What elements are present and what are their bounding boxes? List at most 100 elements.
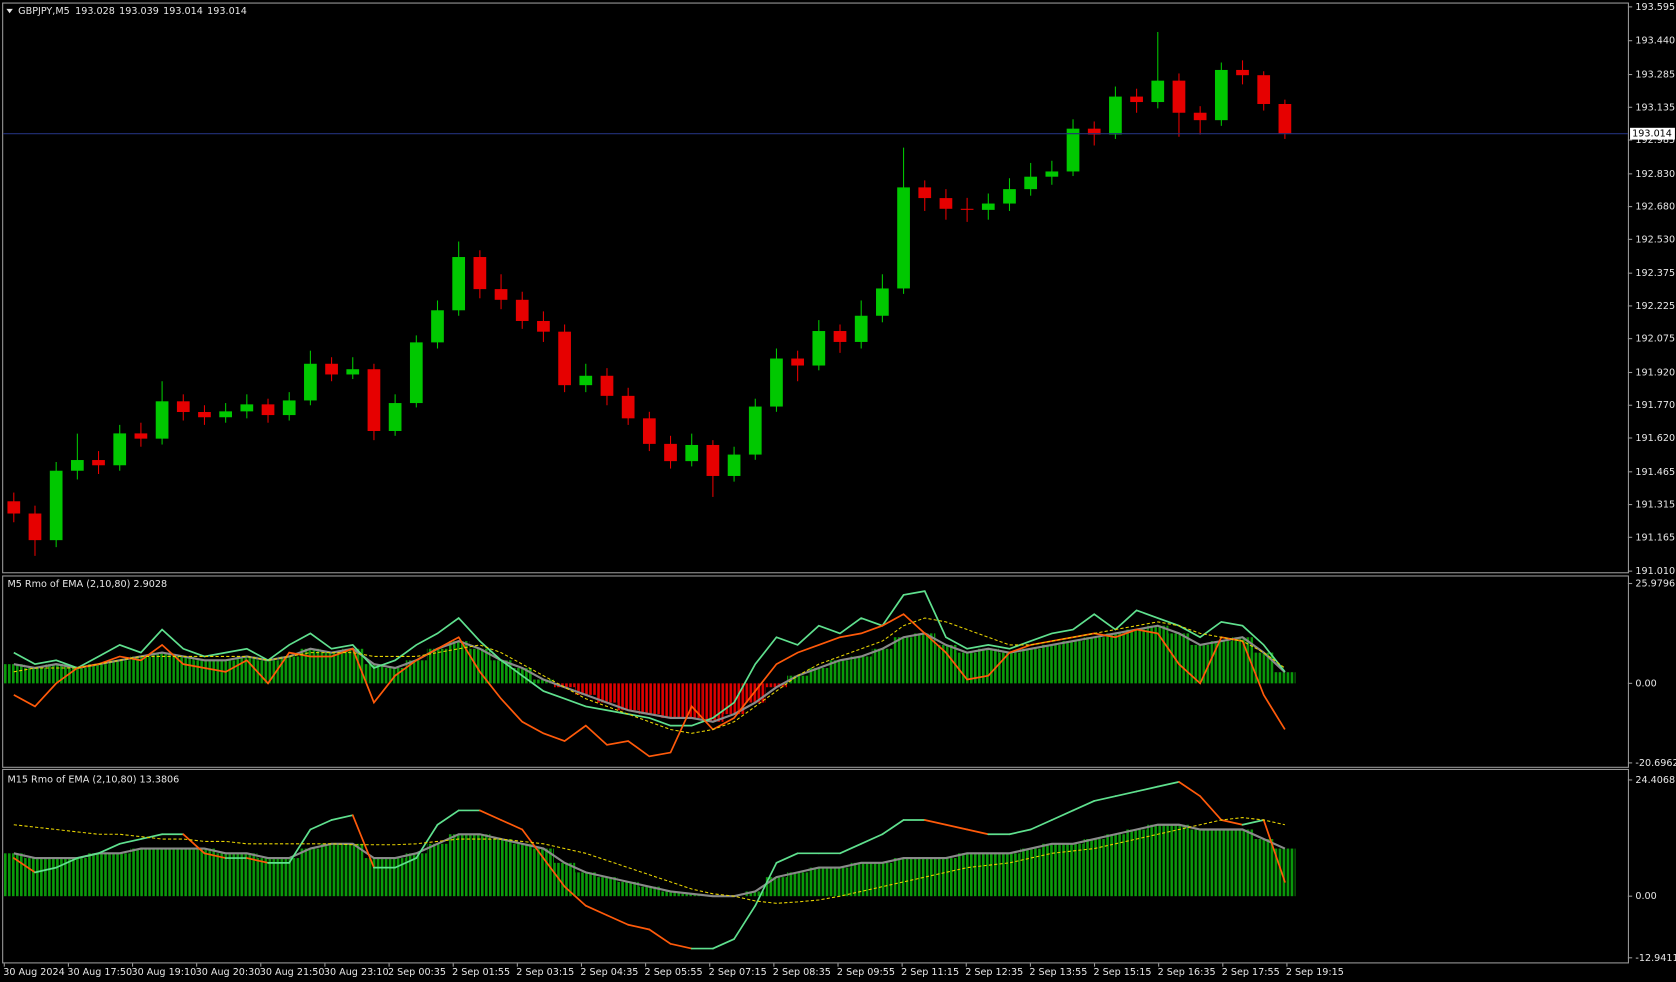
quote-open: 193.028 — [75, 6, 115, 17]
rmo-line-segment — [351, 814, 375, 869]
histogram-bar — [1062, 641, 1084, 684]
histogram-bar — [681, 683, 703, 718]
candle-body — [282, 400, 296, 416]
histogram-bar — [935, 644, 957, 684]
frames — [2, 2, 1629, 964]
histogram-bar — [871, 648, 893, 684]
histogram-bar — [744, 891, 766, 897]
rmo-line-segment — [97, 842, 121, 855]
histogram-bar — [892, 637, 915, 684]
rmo-line-segment — [1008, 828, 1032, 836]
rmo-line-segment — [923, 819, 947, 826]
current-price-label: 193.014 — [1632, 129, 1672, 140]
histogram-bar — [977, 648, 999, 684]
candle-body — [812, 331, 826, 366]
rmo-line-segment — [55, 857, 79, 869]
y-tick-label: 191.010 — [1635, 566, 1675, 577]
histogram-bar — [532, 679, 555, 684]
rmo-line-segment — [1135, 785, 1159, 793]
candle-body — [431, 310, 444, 343]
x-tick-label: 30 Aug 23:10 — [324, 967, 389, 978]
x-tick-label: 2 Sep 04:35 — [580, 967, 638, 978]
histogram-bar — [575, 683, 597, 695]
rmo-line-segment — [34, 866, 58, 874]
histogram-bar — [1147, 824, 1169, 897]
candle-body — [473, 257, 487, 290]
rmo-line-segment — [754, 861, 778, 907]
histogram-bar — [532, 848, 555, 897]
candle-body — [1278, 104, 1292, 134]
candle-body — [1130, 96, 1143, 103]
m5-title: M5 Rmo of EMA (2,10,80) 2.9028 — [7, 579, 167, 590]
histogram-bar — [426, 648, 449, 684]
rmo-line-segment — [648, 928, 672, 945]
histogram-bar — [617, 683, 639, 711]
histogram-bar — [659, 683, 682, 718]
candle-body — [304, 363, 317, 401]
candle-body — [1066, 128, 1080, 172]
histogram-bar — [1041, 644, 1063, 684]
candle-body — [833, 331, 847, 342]
candle-body — [92, 460, 105, 466]
y-tick-label: 192.075 — [1635, 334, 1675, 345]
rmo-line-segment — [203, 852, 227, 859]
candle-body — [1087, 128, 1101, 135]
candle-body — [452, 257, 466, 311]
rmo-line — [13, 590, 1286, 727]
x-tick-label: 2 Sep 00:35 — [388, 967, 446, 978]
y-tick-label: 192.530 — [1635, 234, 1675, 245]
quote-high: 193.039 — [119, 6, 159, 17]
histogram-bar — [659, 891, 682, 897]
candle-body — [155, 401, 169, 439]
rmo-line-segment — [1029, 819, 1053, 831]
histogram-bar — [808, 667, 830, 684]
histogram-bar — [405, 660, 427, 684]
candle-body — [134, 433, 148, 439]
menu-arrow[interactable] — [6, 8, 13, 14]
histogram-bar — [1189, 829, 1211, 897]
y-tick-label: 191.920 — [1635, 368, 1675, 379]
candle-body — [600, 375, 614, 396]
x-tick-label: 30 Aug 19:10 — [131, 967, 196, 978]
symbol: GBPJPY,M5 — [18, 6, 70, 17]
candle-body — [748, 406, 762, 455]
histogram-bar — [1231, 637, 1254, 684]
rmo-line-segment — [245, 857, 269, 864]
histogram-bar — [469, 648, 491, 684]
histogram-bar — [1041, 843, 1063, 897]
candle-body — [1003, 189, 1016, 204]
histogram-bar — [787, 675, 809, 684]
candle-body — [621, 395, 635, 419]
rmo-line-segment — [309, 819, 333, 831]
histogram-bar — [172, 848, 194, 897]
m5-frame — [2, 575, 1629, 768]
rmo-line-segment — [1093, 795, 1117, 802]
histogram-bar — [448, 834, 470, 897]
candle-body — [537, 320, 550, 332]
candle-body — [113, 433, 127, 466]
histogram-bar — [956, 652, 978, 684]
histogram-bar — [617, 881, 639, 897]
m15-frame — [2, 768, 1629, 964]
y-tick-label: 192.985 — [1635, 135, 1675, 146]
rmo-line-segment — [521, 828, 545, 859]
candle-body — [642, 418, 656, 444]
x-tick-label: 2 Sep 05:55 — [645, 967, 703, 978]
x-tick-label: 2 Sep 07:15 — [709, 967, 767, 978]
candle-body — [558, 331, 571, 386]
histogram-bar — [193, 660, 216, 684]
rmo-line-segment — [1072, 800, 1096, 812]
signal-line — [13, 817, 1286, 904]
histogram-bar — [892, 858, 915, 897]
current-price-box — [1630, 127, 1675, 140]
quote-low: 193.014 — [163, 6, 203, 17]
candle-body — [1193, 112, 1207, 121]
histogram-bar — [24, 858, 46, 897]
x-tick-label: 2 Sep 08:35 — [773, 967, 831, 978]
histogram-bar — [511, 843, 533, 897]
rmo-line-segment — [1262, 819, 1286, 883]
rmo-line-segment — [1241, 819, 1265, 826]
y-tick-label: 191.770 — [1635, 400, 1675, 411]
candle-body — [409, 342, 423, 404]
histogram-bar — [320, 652, 343, 684]
